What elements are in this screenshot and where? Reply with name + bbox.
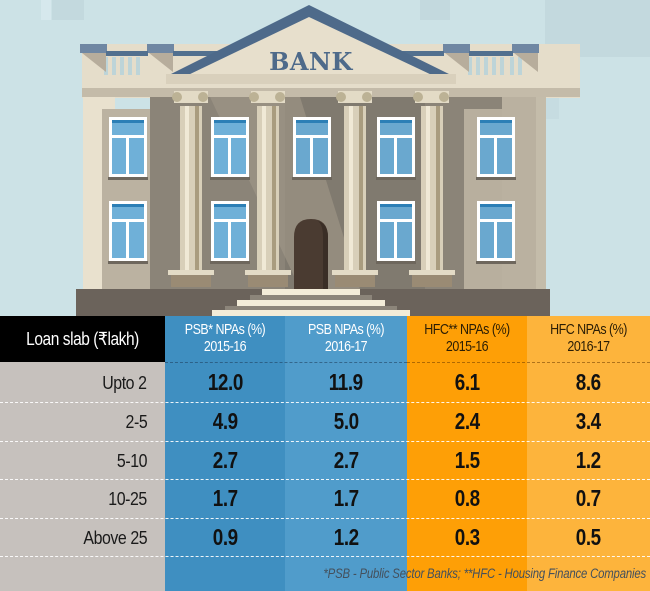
header-hfc-2016-17: HFC NPAs (%) 2016-17	[536, 316, 642, 362]
value-cell: 12.0	[207, 369, 243, 395]
header-divider	[165, 362, 407, 363]
header-year: 2015-16	[203, 339, 247, 355]
row-divider	[0, 479, 650, 480]
value-cell: 1.2	[575, 447, 601, 473]
value-cell: 2.4	[454, 408, 480, 434]
window-row-top	[109, 117, 515, 177]
value-cell: 2.7	[212, 447, 238, 473]
value-cell: 1.7	[212, 485, 238, 511]
bank-sign-text: BANK	[269, 47, 353, 76]
value-cell: 0.9	[212, 524, 238, 550]
value-cell: 0.7	[575, 485, 601, 511]
loan-slab-cell: 5-10	[116, 449, 148, 471]
table-row: Above 25 0.9 1.2 0.3 0.5	[0, 518, 650, 557]
value-cell: 5.0	[333, 408, 359, 434]
header-title: PSB* NPAs (%)	[184, 322, 266, 338]
row-divider	[0, 518, 650, 519]
value-cell: 1.2	[333, 524, 359, 550]
value-cell: 1.5	[454, 447, 480, 473]
header-psb-2016-17: PSB NPAs (%) 2016-17	[294, 316, 399, 362]
loan-slab-cell: Above 25	[83, 526, 147, 548]
table-row: Upto 2 12.0 11.9 6.1 8.6	[0, 363, 650, 402]
header-title: PSB NPAs (%)	[307, 322, 385, 338]
value-cell: 11.9	[328, 369, 364, 395]
column-bg-hfc-2016-17	[527, 316, 650, 591]
door-icon	[294, 219, 328, 289]
row-divider	[0, 441, 650, 442]
header-divider	[407, 362, 650, 363]
column-bg-psb-2015-16	[165, 316, 285, 591]
value-cell: 3.4	[575, 408, 601, 434]
table-row: 5-10 2.7 2.7 1.5 1.2	[0, 441, 650, 480]
value-cell: 0.8	[454, 485, 480, 511]
value-cell: 8.6	[575, 369, 601, 395]
header-loan-slab: Loan slab (₹lakh)	[0, 316, 165, 362]
row-divider	[0, 402, 650, 403]
header-title: HFC NPAs (%)	[550, 322, 627, 338]
npa-table: Loan slab (₹lakh) PSB* NPAs (%) 2015-16 …	[0, 316, 650, 591]
window-row-bottom	[109, 201, 515, 261]
value-cell: 2.7	[333, 447, 359, 473]
value-cell: 6.1	[454, 369, 480, 395]
header-psb-2015-16: PSB* NPAs (%) 2015-16	[173, 316, 276, 362]
value-cell: 0.5	[575, 524, 601, 550]
header-year: 2016-17	[567, 339, 610, 355]
loan-slab-cell: 10-25	[108, 487, 147, 509]
value-cell: 4.9	[212, 408, 238, 434]
header-hfc-2015-16: HFC** NPAs (%) 2015-16	[415, 316, 518, 362]
bank-building-illustration: BANK	[76, 5, 580, 316]
row-divider	[0, 556, 650, 557]
header-year: 2015-16	[445, 339, 489, 355]
value-cell: 0.3	[454, 524, 480, 550]
loan-slab-cell: Upto 2	[102, 371, 148, 393]
footnote: *PSB - Public Sector Banks; **HFC - Hous…	[323, 565, 646, 581]
column-bg-hfc-2015-16	[407, 316, 527, 591]
table-row: 10-25 1.7 1.7 0.8 0.7	[0, 479, 650, 518]
column-bg-psb-2016-17	[285, 316, 407, 591]
loan-slab-cell: 2-5	[125, 410, 147, 432]
value-cell: 1.7	[333, 485, 359, 511]
table-row: 2-5 4.9 5.0 2.4 3.4	[0, 402, 650, 441]
header-title: HFC** NPAs (%)	[424, 322, 510, 338]
header-year: 2016-17	[324, 339, 368, 355]
